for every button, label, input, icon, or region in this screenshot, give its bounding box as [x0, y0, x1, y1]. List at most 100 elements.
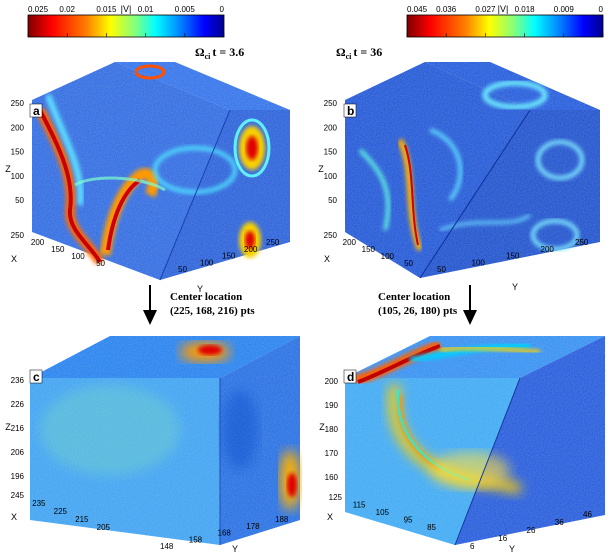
center-location-a-line1: Center location [170, 291, 242, 303]
x-tick-label: 150 [362, 245, 376, 254]
y-tick-label: 26 [527, 526, 536, 535]
y-tick-label: 188 [275, 515, 289, 524]
y-tick-label: 46 [583, 510, 592, 519]
z-tick-label: 180 [325, 425, 339, 434]
y-tick-label: 200 [541, 245, 555, 254]
x-tick-label: 95 [404, 516, 413, 525]
panel-b-label: b [347, 104, 354, 118]
x-tick-label: 235 [32, 499, 46, 508]
panel-d: 200 190 180 170 160 Z 125 115 105 95 85 X 6 16 26 36 46 Y… [319, 336, 605, 554]
x-tick-label: 100 [381, 252, 395, 261]
x-tick-label: 250 [11, 231, 25, 240]
z-tick-label: 150 [11, 148, 25, 157]
y-tick-label: 178 [246, 522, 260, 531]
y-tick-label: 16 [498, 534, 507, 543]
colorbar-a-gradient [27, 14, 225, 38]
colorbar-tick-label: 0.02 [59, 5, 75, 14]
colorbar-tick-label: 0.018 [515, 5, 536, 14]
z-tick-label: 160 [325, 473, 339, 482]
arrow-b [463, 285, 477, 325]
x-axis-label: X [11, 512, 17, 522]
x-tick-label: 250 [324, 231, 338, 240]
y-tick-label: 50 [178, 265, 187, 274]
z-tick-label: 250 [324, 99, 338, 108]
y-tick-label: 250 [266, 238, 280, 247]
x-tick-label: 85 [427, 523, 436, 532]
x-axis-label: X [327, 512, 333, 522]
z-axis-label: Z [5, 164, 11, 174]
z-tick-label: 226 [11, 400, 25, 409]
z-axis-label: Z [5, 422, 11, 432]
x-tick-label: 105 [376, 508, 390, 517]
y-tick-label: 150 [222, 252, 236, 261]
colorbar-b-gradient [406, 14, 604, 38]
colorbar-tick-label: 0.009 [554, 5, 575, 14]
x-tick-label: 245 [11, 491, 25, 500]
y-axis-label: Y [197, 284, 203, 294]
time-label-a: Ωci t = 3.6 [195, 45, 244, 61]
z-tick-label: 200 [324, 123, 338, 132]
x-tick-label: 200 [31, 238, 45, 247]
x-tick-label: 125 [329, 493, 343, 502]
colorbar-tick-label: 0.01 [138, 5, 154, 14]
y-tick-label: 168 [218, 529, 232, 538]
z-tick-label: 50 [15, 196, 24, 205]
panel-d-label-box [343, 369, 357, 384]
y-tick-label: 50 [437, 265, 446, 274]
colorbar-tick-label: 0.027 [475, 5, 496, 14]
colorbar-tick-label: 0.036 [436, 5, 457, 14]
y-tick-label: 200 [244, 245, 258, 254]
colorbar-b-title: |V| [498, 4, 509, 14]
z-tick-label: 216 [11, 424, 25, 433]
panel-a-label: a [33, 104, 40, 118]
colorbar-tick-label: 0.005 [175, 5, 196, 14]
z-tick-label: 190 [325, 401, 339, 410]
y-axis-label: Y [232, 544, 238, 554]
z-tick-label: 100 [324, 172, 338, 181]
x-tick-label: 50 [96, 259, 105, 268]
x-tick-label: 150 [51, 245, 65, 254]
z-tick-label: 100 [11, 172, 25, 181]
colorbar-a: |V| 0.025 0.02 0.015 0.01 0.005 0 Ωci t = 3.6 [27, 4, 244, 61]
x-tick-label: 215 [75, 515, 89, 524]
z-tick-label: 200 [325, 377, 339, 386]
y-tick-label: 100 [200, 258, 214, 267]
center-location-b-line2: (105, 26, 180) pts [378, 305, 458, 317]
arrow-a [143, 285, 157, 325]
y-tick-label: 250 [575, 238, 589, 247]
x-tick-label: 205 [97, 523, 111, 532]
x-tick-label: 115 [353, 501, 366, 510]
y-tick-label: 100 [472, 258, 486, 267]
x-tick-label: 50 [404, 259, 413, 268]
panel-c-label: c [33, 370, 40, 384]
z-tick-label: 170 [325, 449, 339, 458]
z-axis-label: Z [318, 164, 324, 174]
z-tick-label: 236 [11, 376, 25, 385]
y-tick-label: 6 [470, 542, 475, 551]
y-axis-label: Y [509, 544, 515, 554]
colorbar-tick-label: 0.045 [407, 5, 428, 14]
x-axis-label: X [324, 254, 330, 264]
y-tick-label: 36 [555, 518, 564, 527]
panel-d-label: d [347, 370, 354, 384]
colorbar-b: |V| 0.045 0.036 0.027 0.018 0.009 0 Ωci t = 36 [336, 4, 604, 61]
z-tick-label: 50 [328, 196, 337, 205]
center-location-a-line2: (225, 168, 216) pts [170, 305, 255, 317]
panel-b: 250 200 150 100 50 Z 250 200 150 100 50 X 50 100 150 20… [318, 62, 600, 292]
x-tick-label: 225 [54, 507, 68, 516]
y-tick-label: 158 [189, 535, 203, 544]
center-location-b-line1: Center location [378, 291, 450, 303]
x-tick-label: 200 [343, 238, 357, 247]
colorbar-tick-label: 0 [220, 5, 225, 14]
colorbar-a-title: |V| [121, 4, 132, 14]
panel-b-label-box [343, 103, 357, 118]
panel-c-label-box [29, 369, 43, 384]
y-tick-label: 150 [506, 252, 520, 261]
x-tick-label: 100 [71, 252, 85, 261]
z-tick-label: 196 [11, 472, 25, 481]
z-axis-label: Z [319, 422, 325, 432]
z-tick-label: 150 [324, 148, 338, 157]
colorbar-tick-label: 0 [599, 5, 604, 14]
z-tick-label: 200 [11, 123, 25, 132]
